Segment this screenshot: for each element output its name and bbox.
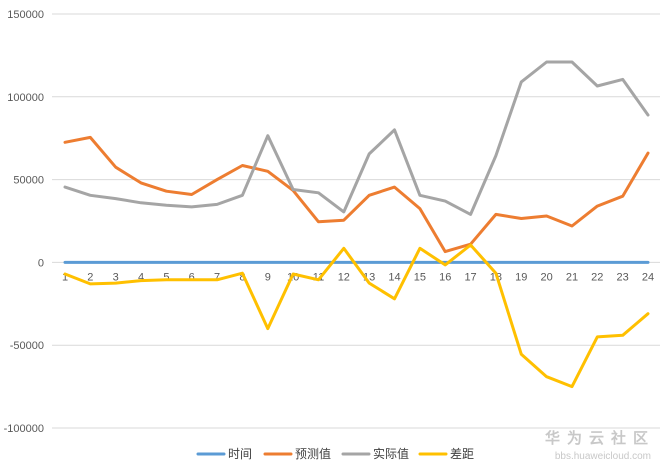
x-tick-label: 6 <box>189 271 195 283</box>
x-tick-label: 8 <box>239 271 245 283</box>
series-lines <box>63 60 650 389</box>
gridlines <box>52 13 660 429</box>
x-tick-label: 12 <box>338 271 350 283</box>
x-tick-label: 23 <box>617 271 629 283</box>
y-tick-label: 0 <box>38 257 44 269</box>
x-tick-label: 1 <box>62 271 68 283</box>
x-tick-label: 20 <box>540 271 552 283</box>
x-tick-label: 14 <box>388 271 400 283</box>
series-line-实际值 <box>63 60 650 216</box>
legend-label: 时间 <box>228 447 252 461</box>
y-tick-label: 150000 <box>7 9 44 21</box>
legend-label: 差距 <box>450 447 474 461</box>
y-axis-ticks: 150000 100000 50000 0 -50000 -100000 <box>4 9 44 435</box>
x-tick-label: 21 <box>566 271 578 283</box>
x-tick-label: 7 <box>214 271 220 283</box>
y-tick-label: -50000 <box>10 340 44 352</box>
y-tick-label: -100000 <box>4 423 44 435</box>
x-tick-label: 4 <box>138 271 144 283</box>
watermark-brand: 华为云社区 <box>544 430 655 447</box>
x-tick-label: 17 <box>464 271 476 283</box>
x-tick-label: 2 <box>87 271 93 283</box>
x-tick-label: 15 <box>414 271 426 283</box>
series-line-预测值 <box>63 135 650 254</box>
x-tick-label: 16 <box>439 271 451 283</box>
x-tick-label: 9 <box>265 271 271 283</box>
y-tick-label: 100000 <box>7 92 44 104</box>
x-tick-label: 11 <box>313 271 324 283</box>
legend-label: 预测值 <box>295 446 331 461</box>
x-tick-label: 24 <box>642 271 654 283</box>
y-tick-label: 50000 <box>13 175 44 187</box>
series-line-差距 <box>63 243 650 389</box>
x-tick-label: 5 <box>163 271 169 283</box>
x-tick-label: 22 <box>591 271 603 283</box>
x-tick-label: 19 <box>515 271 527 283</box>
x-tick-label: 3 <box>113 271 119 283</box>
legend: 时间 预测值 实际值 差距 <box>196 446 474 461</box>
watermark-url: bbs.huaweicloud.com <box>554 451 651 462</box>
legend-label: 实际值 <box>373 446 409 461</box>
